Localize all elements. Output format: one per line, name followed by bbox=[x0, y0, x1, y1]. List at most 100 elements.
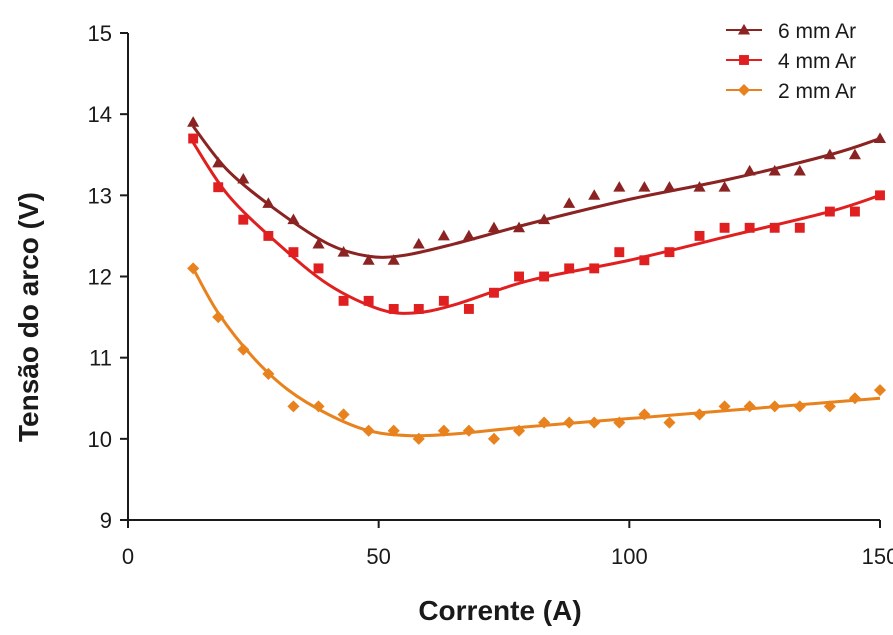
point-6-mm-ar bbox=[588, 189, 601, 200]
x-tick-label: 0 bbox=[122, 544, 134, 569]
point-2-mm-ar bbox=[462, 424, 475, 437]
point-4-mm-ar bbox=[489, 287, 499, 298]
point-2-mm-ar bbox=[823, 400, 836, 413]
point-2-mm-ar bbox=[237, 343, 250, 356]
x-tick-label: 150 bbox=[862, 544, 893, 569]
point-2-mm-ar bbox=[412, 432, 425, 445]
point-2-mm-ar bbox=[613, 416, 626, 429]
point-4-mm-ar bbox=[438, 295, 449, 306]
point-2-mm-ar bbox=[287, 400, 300, 413]
point-2-mm-ar bbox=[437, 424, 450, 437]
point-6-mm-ar bbox=[743, 164, 756, 176]
point-4-mm-ar bbox=[664, 247, 675, 258]
point-4-mm-ar bbox=[514, 271, 524, 282]
point-2-mm-ar bbox=[718, 400, 731, 413]
point-6-mm-ar bbox=[848, 148, 861, 160]
point-6-mm-ar bbox=[387, 254, 400, 265]
point-2-mm-ar bbox=[848, 392, 861, 405]
point-2-mm-ar bbox=[588, 416, 601, 429]
point-6-mm-ar bbox=[187, 116, 200, 127]
point-6-mm-ar bbox=[873, 132, 887, 143]
point-4-mm-ar bbox=[263, 230, 274, 241]
point-6-mm-ar bbox=[362, 254, 375, 265]
point-4-mm-ar bbox=[463, 304, 474, 314]
point-4-mm-ar bbox=[614, 247, 625, 258]
point-4-mm-ar bbox=[694, 230, 705, 241]
data-points bbox=[187, 116, 887, 445]
point-6-mm-ar bbox=[262, 197, 275, 208]
point-2-mm-ar bbox=[743, 400, 756, 413]
point-4-mm-ar bbox=[363, 295, 374, 306]
y-tick-label: 9 bbox=[100, 508, 112, 533]
point-2-mm-ar bbox=[387, 424, 400, 437]
point-2-mm-ar bbox=[487, 432, 501, 445]
point-4-mm-ar bbox=[188, 133, 199, 144]
point-4-mm-ar bbox=[313, 263, 324, 274]
point-6-mm-ar bbox=[437, 229, 450, 241]
point-6-mm-ar bbox=[512, 221, 526, 233]
point-6-mm-ar bbox=[563, 197, 576, 208]
point-2-mm-ar bbox=[793, 400, 806, 413]
point-2-mm-ar bbox=[512, 424, 526, 437]
point-2-mm-ar bbox=[873, 384, 887, 397]
legend-marker-4-mm-ar bbox=[739, 55, 749, 65]
y-axis-title: Tensão do arco (V) bbox=[13, 192, 44, 442]
point-6-mm-ar bbox=[462, 229, 475, 241]
point-2-mm-ar bbox=[312, 400, 325, 413]
legend-marker-2-mm-ar bbox=[737, 83, 751, 97]
point-6-mm-ar bbox=[337, 246, 350, 257]
y-tick-label: 10 bbox=[88, 427, 112, 452]
point-4-mm-ar bbox=[824, 206, 835, 217]
point-2-mm-ar bbox=[212, 311, 225, 324]
point-4-mm-ar bbox=[589, 263, 600, 274]
point-2-mm-ar bbox=[538, 416, 551, 429]
point-6-mm-ar bbox=[212, 156, 225, 168]
legend-label-4-mm-ar: 4 mm Ar bbox=[778, 50, 856, 73]
legend-marker-6-mm-ar bbox=[737, 23, 751, 35]
point-2-mm-ar bbox=[693, 408, 706, 421]
point-6-mm-ar bbox=[823, 148, 836, 160]
point-4-mm-ar bbox=[388, 304, 399, 314]
y-tick-label: 15 bbox=[88, 21, 112, 46]
point-2-mm-ar bbox=[187, 262, 200, 275]
point-4-mm-ar bbox=[338, 295, 349, 306]
point-4-mm-ar bbox=[744, 222, 755, 233]
point-6-mm-ar bbox=[718, 181, 731, 192]
point-6-mm-ar bbox=[287, 213, 300, 225]
legend: 6 mm Ar 4 mm Ar 2 mm Ar bbox=[726, 20, 856, 103]
point-2-mm-ar bbox=[362, 424, 375, 437]
point-6-mm-ar bbox=[538, 213, 551, 225]
point-4-mm-ar bbox=[213, 182, 224, 193]
point-4-mm-ar bbox=[539, 271, 550, 282]
y-tick-label: 11 bbox=[89, 346, 112, 371]
point-4-mm-ar bbox=[288, 247, 299, 258]
point-6-mm-ar bbox=[237, 172, 250, 184]
legend-label-2-mm-ar: 2 mm Ar bbox=[778, 80, 856, 103]
point-6-mm-ar bbox=[638, 181, 651, 192]
x-axis-title: Corrente (A) bbox=[418, 595, 581, 626]
x-tick-label: 100 bbox=[611, 544, 648, 569]
point-6-mm-ar bbox=[487, 221, 501, 233]
point-6-mm-ar bbox=[663, 181, 676, 192]
point-4-mm-ar bbox=[719, 222, 730, 233]
fit-line-6-mm-ar bbox=[191, 125, 881, 259]
legend-label-6-mm-ar: 6 mm Ar bbox=[778, 20, 856, 43]
point-6-mm-ar bbox=[768, 164, 781, 176]
y-tick-label: 13 bbox=[88, 183, 112, 208]
y-tick-label: 12 bbox=[88, 265, 112, 290]
point-4-mm-ar bbox=[564, 263, 575, 274]
point-4-mm-ar bbox=[794, 222, 805, 233]
point-4-mm-ar bbox=[875, 190, 885, 201]
point-6-mm-ar bbox=[693, 181, 706, 192]
point-2-mm-ar bbox=[663, 416, 676, 429]
fit-line-2-mm-ar bbox=[191, 267, 881, 438]
point-6-mm-ar bbox=[613, 181, 626, 192]
point-4-mm-ar bbox=[769, 222, 780, 233]
x-tick-label: 50 bbox=[366, 544, 390, 569]
point-2-mm-ar bbox=[337, 408, 350, 421]
point-6-mm-ar bbox=[793, 164, 806, 176]
point-4-mm-ar bbox=[413, 304, 424, 314]
point-6-mm-ar bbox=[412, 237, 425, 249]
